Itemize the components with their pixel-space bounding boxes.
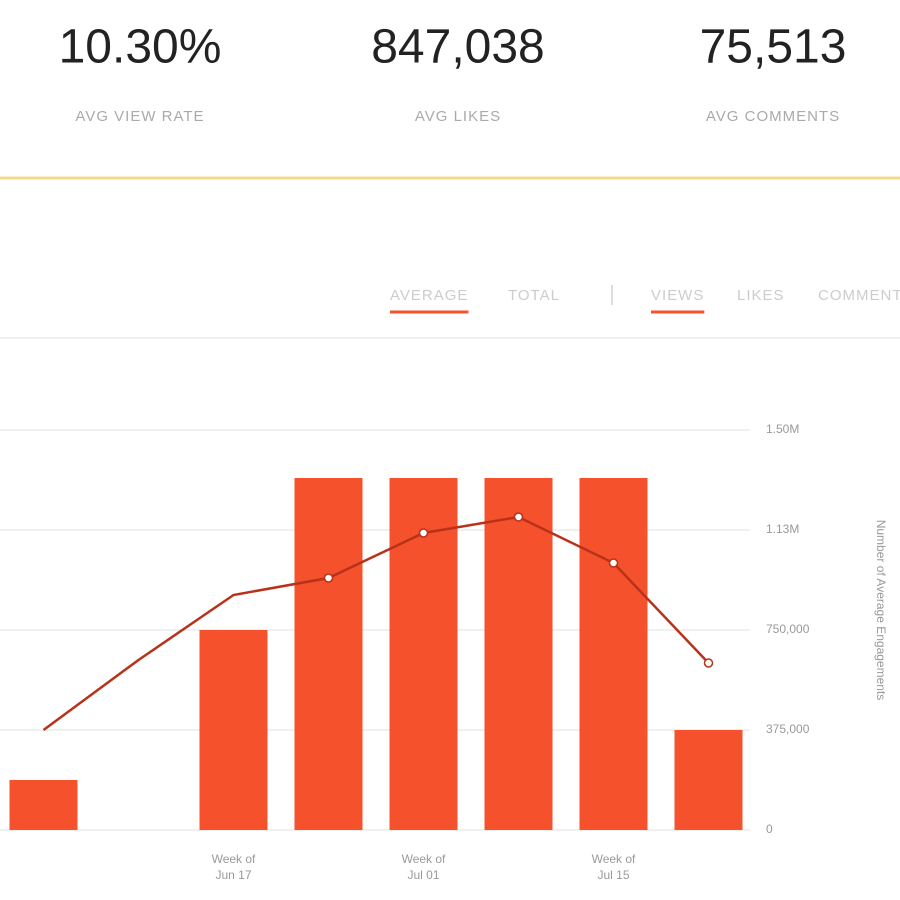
bar <box>294 478 363 830</box>
stat-label: AVG LIKES <box>415 108 501 125</box>
bar <box>199 630 268 830</box>
y-tick-label: 1.13M <box>766 522 799 536</box>
y-tick-label: 0 <box>766 822 773 836</box>
tab[interactable]: LIKES <box>737 287 785 304</box>
tab[interactable]: AVERAGE <box>390 287 468 304</box>
point <box>513 512 524 522</box>
stat-value: 10.30% <box>59 21 222 74</box>
bar <box>9 780 78 830</box>
tab[interactable]: COMMENTS <box>818 287 900 304</box>
y-tick-label: 375,000 <box>766 722 810 736</box>
bar <box>579 478 648 830</box>
line <box>42 515 710 732</box>
bar <box>484 478 553 830</box>
tab[interactable]: TOTAL <box>508 287 560 304</box>
x-tick-label: Week of Jun 17 <box>212 852 256 882</box>
x-tick-label: Week of Jul 15 <box>592 852 636 882</box>
y-tick-label: 1.50M <box>766 422 799 436</box>
stat-label: AVG COMMENTS <box>706 108 840 125</box>
point <box>703 658 714 668</box>
stat-value: 847,038 <box>371 21 545 74</box>
stat-value: 75,513 <box>700 21 847 74</box>
x-tick-label: Week of Jul 01 <box>402 852 446 882</box>
tab[interactable]: VIEWS <box>651 287 704 304</box>
point <box>323 573 334 583</box>
stat-label: AVG VIEW RATE <box>75 108 204 125</box>
y-tick-label: 750,000 <box>766 622 810 636</box>
bar <box>674 730 743 830</box>
point <box>608 558 619 568</box>
point <box>418 528 429 538</box>
y-axis-label: Number of Average Engagements <box>874 520 888 701</box>
